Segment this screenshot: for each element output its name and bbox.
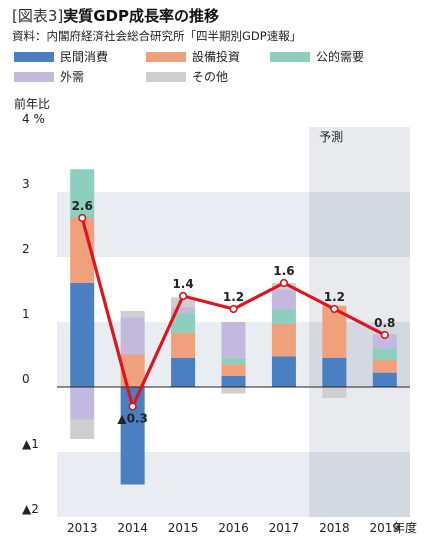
bar-segment (171, 307, 196, 314)
bar-segment (171, 357, 196, 387)
total-marker (330, 304, 339, 314)
grid-band (57, 192, 410, 257)
grid-band (57, 127, 410, 192)
bar-segment (322, 387, 347, 399)
x-tick-label: 2014 (117, 521, 148, 535)
legend-label: 民間消費 (60, 50, 109, 64)
bar-segment (271, 289, 296, 309)
total-value-label: 1.2 (223, 290, 244, 304)
x-tick-label: 2018 (319, 521, 350, 535)
bar-segment (120, 310, 145, 318)
x-tick-label: 2017 (269, 521, 300, 535)
total-marker (78, 213, 87, 223)
bar-segment (70, 283, 95, 387)
bar-segment (70, 387, 95, 420)
bar-segment (120, 387, 145, 485)
total-value-label: 1.4 (172, 277, 193, 291)
bar-segment (322, 357, 347, 387)
legend-swatch (14, 71, 54, 82)
legend-item-other: その他 (146, 68, 228, 85)
source-note: 資料：内閣府経済社会総合研究所「四半期別GDP速報」 (12, 29, 302, 43)
x-tick-label: 2013 (67, 521, 98, 535)
legend-label: その他 (192, 70, 229, 84)
bar-segment (221, 364, 246, 376)
x-tick-label: 2019 (370, 521, 401, 535)
legend-label: 公的需要 (316, 50, 365, 64)
bar-segment (271, 356, 296, 387)
legend-item-external-demand: 外需 (14, 68, 84, 85)
bar-segment (271, 323, 296, 357)
grid-band (57, 452, 410, 517)
y-tick-label: 0 (22, 372, 30, 386)
bar-segment (120, 317, 145, 355)
bar-segment (70, 169, 95, 218)
x-tick-label: 2015 (168, 521, 199, 535)
bar-segment (221, 357, 246, 365)
y-tick-label: ▲2 (22, 502, 39, 516)
legend-label: 設備投資 (192, 50, 241, 64)
legend-item-public-demand: 公的需要 (270, 48, 364, 65)
bar-segment (271, 309, 296, 324)
bar-segment (70, 419, 95, 439)
bar-segment (171, 333, 196, 358)
figure-number: [図表3] (12, 7, 64, 25)
bar-segment (171, 313, 196, 334)
total-value-label: 2.6 (72, 199, 93, 213)
forecast-label: 予測 (319, 130, 343, 144)
total-growth-line (78, 213, 389, 411)
legend-item-private-consumption: 民間消費 (14, 48, 108, 65)
y-axis-unit: 前年比 (14, 96, 50, 111)
y-tick-label: 3 (22, 177, 30, 191)
x-axis-unit: 年度 (393, 520, 417, 535)
bar-segment (372, 372, 397, 387)
total-marker (229, 304, 238, 314)
grid-band (57, 387, 410, 452)
bar-segment (221, 387, 246, 394)
legend: 民間消費 設備投資 公的需要 外需 その他 (14, 48, 414, 88)
bar-segment (372, 348, 397, 360)
chart-title: [図表3]実質GDP成長率の推移 (12, 5, 219, 26)
total-marker (178, 291, 188, 301)
total-marker (380, 330, 389, 340)
bar-segment (171, 297, 196, 308)
bar-segment (372, 359, 397, 373)
total-value-label: ▲0.3 (117, 412, 148, 426)
legend-item-capital-investment: 設備投資 (146, 48, 240, 65)
total-marker (279, 278, 289, 288)
title-text: 実質GDP成長率の推移 (63, 7, 220, 25)
total-value-label: 0.8 (374, 316, 395, 330)
bar-segment (372, 334, 397, 349)
y-tick-label: 1 (22, 307, 30, 321)
total-marker (128, 402, 137, 411)
y-tick-label: 2 (22, 242, 30, 256)
legend-label: 外需 (60, 70, 85, 84)
legend-swatch (146, 71, 186, 82)
x-tick-label: 2016 (218, 521, 249, 535)
bar-segment (221, 322, 246, 358)
total-value-label: 1.2 (324, 290, 345, 304)
bar-segment (221, 375, 246, 387)
y-tick-label: ▲1 (22, 437, 39, 451)
legend-swatch (14, 51, 54, 62)
legend-swatch (270, 51, 310, 62)
total-value-label: 1.6 (273, 264, 294, 278)
y-tick-label: 4 % (22, 112, 45, 126)
axes: 4 % 3 2 1 0 ▲1 ▲2 前年比 2013 2014 2015 2016 2017 2018 20… (14, 96, 417, 535)
labels: 2.6 ▲0.3 1.4 1.2 1.6 1.2 0.8 (72, 199, 396, 426)
legend-swatch (146, 51, 186, 62)
